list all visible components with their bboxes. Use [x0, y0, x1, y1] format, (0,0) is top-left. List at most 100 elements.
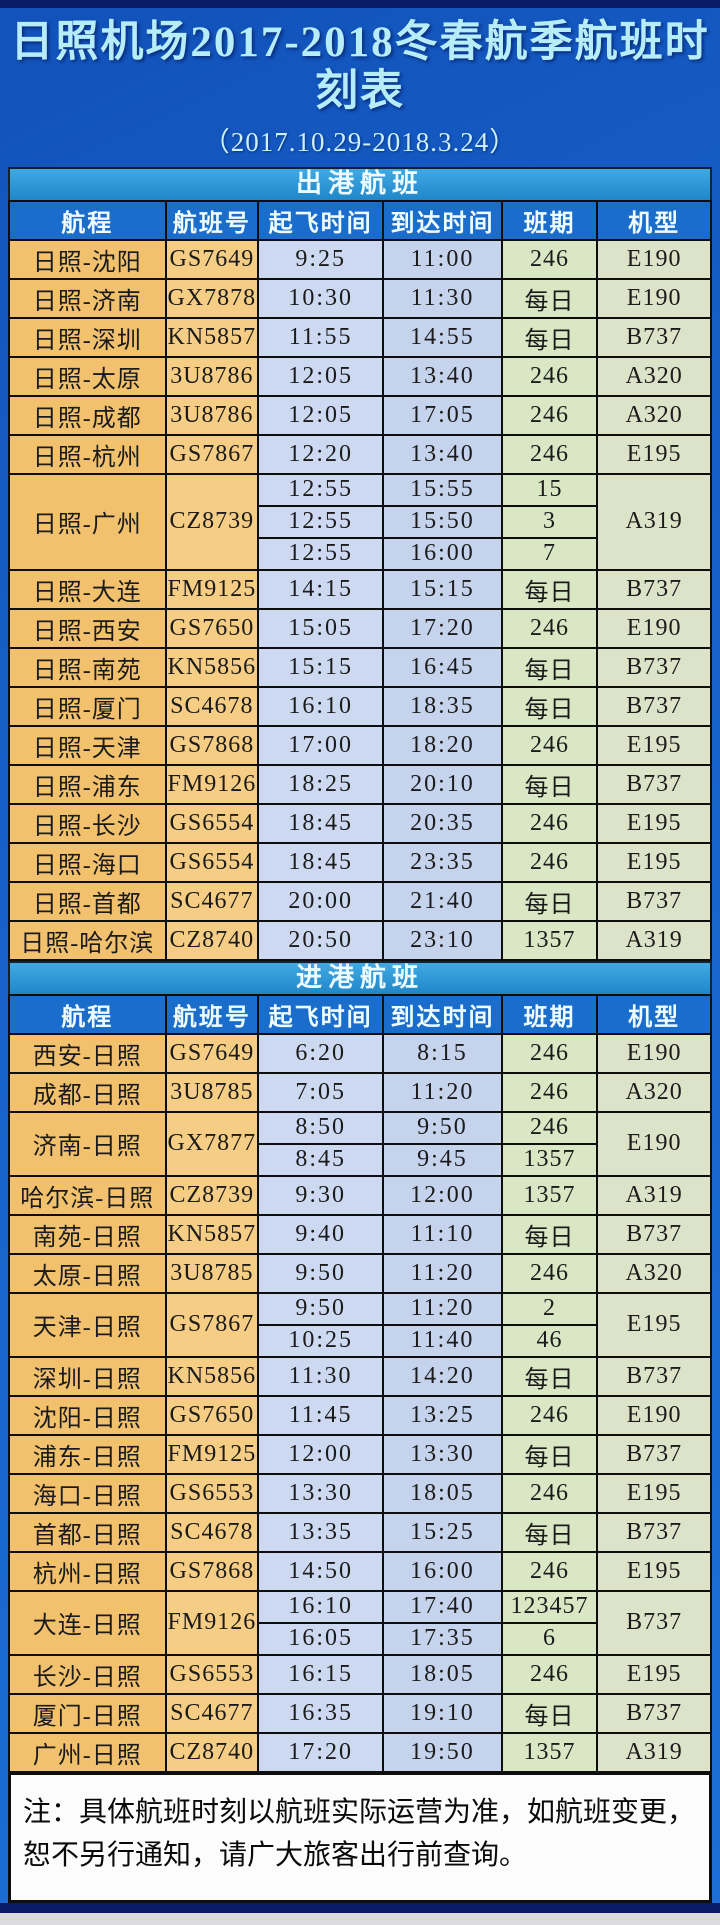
cell-flight-number: GS6554: [164, 802, 260, 844]
cell-departure-time: 18:25: [257, 763, 385, 805]
cell-aircraft-type: B737: [596, 1433, 712, 1475]
cell-route: 西安-日照: [8, 1032, 167, 1074]
cell-arrival-time: 16:45: [382, 646, 503, 688]
cell-arrival-time: 13:30: [382, 1433, 503, 1475]
col-header-2: 起飞时间: [257, 199, 385, 241]
cell-route: 日照-厦门: [8, 685, 167, 727]
cell-route: 沈阳-日照: [8, 1394, 167, 1436]
cell-departure-time: 16:35: [257, 1692, 385, 1734]
cell-arrival-time: 12:00: [382, 1174, 503, 1216]
cell-arrival-time: 16:00: [382, 1550, 503, 1592]
cell-frequency-days: 246: [500, 355, 599, 397]
flight-row: 济南-日照 GX7877 8:50 9:50 246 E190: [8, 1110, 712, 1177]
cell-departure-time: 9:50: [257, 1252, 385, 1294]
cell-departure-time: 18:45: [257, 841, 385, 883]
flight-row: 日照-海口 GS6554 18:45 23:35 246 E195: [8, 841, 712, 883]
flight-row: 日照-大连 FM9125 14:15 15:15 每日 B737: [8, 568, 712, 610]
flight-row: 日照-杭州 GS7867 12:20 13:40 246 E195: [8, 433, 712, 475]
cell-aircraft-type: E190: [596, 1394, 712, 1436]
cell-departure-time: 14:50: [257, 1550, 385, 1592]
cell-frequency-days: 每日: [500, 685, 599, 727]
cell-departure-time: 11:30: [257, 1355, 385, 1397]
cell-route: 大连-日照: [8, 1589, 167, 1656]
bottom-border: [0, 1902, 720, 1913]
flight-row: 成都-日照 3U8785 7:05 11:20 246 A320: [8, 1071, 712, 1113]
cell-arrival-time: 21:40: [382, 880, 503, 922]
col-header-1: 航班号: [164, 993, 260, 1035]
cell-flight-number: 3U8786: [164, 355, 260, 397]
cell-frequency-days: 246: [500, 1472, 599, 1514]
flight-row: 浦东-日照 FM9125 12:00 13:30 每日 B737: [8, 1433, 712, 1475]
cell-arrival-time: 11:20: [382, 1291, 503, 1326]
cell-frequency-days: 246: [500, 394, 599, 436]
flight-row: 杭州-日照 GS7868 14:50 16:00 246 E195: [8, 1550, 712, 1592]
cell-route: 广州-日照: [8, 1731, 167, 1773]
cell-route: 日照-海口: [8, 841, 167, 883]
flight-row: 厦门-日照 SC4677 16:35 19:10 每日 B737: [8, 1692, 712, 1734]
cell-flight-number: FM9126: [164, 763, 260, 805]
flight-row: 太原-日照 3U8785 9:50 11:20 246 A320: [8, 1252, 712, 1294]
cell-flight-number: SC4677: [164, 880, 260, 922]
cell-route: 长沙-日照: [8, 1653, 167, 1695]
cell-departure-time: 16:05: [257, 1621, 385, 1656]
cell-flight-number: GS7649: [164, 238, 260, 280]
cell-departure-time: 20:00: [257, 880, 385, 922]
cell-departure-time: 12:20: [257, 433, 385, 475]
departures-section: 出港航班 航程 航班号 起飞时间 到达时间 班期 机型 日照-沈阳 GS7649 9:25 11…: [8, 166, 712, 961]
cell-departure-time: 12:55: [257, 504, 385, 539]
cell-flight-number: KN5856: [164, 1355, 260, 1397]
section-header-departures: 出港航班: [8, 166, 712, 200]
cell-flight-number: FM9126: [164, 1589, 260, 1656]
cell-arrival-time: 13:40: [382, 433, 503, 475]
cell-frequency-days: 每日: [500, 568, 599, 610]
flight-row: 日照-长沙 GS6554 18:45 20:35 246 E195: [8, 802, 712, 844]
cell-route: 厦门-日照: [8, 1692, 167, 1734]
cell-departure-time: 15:15: [257, 646, 385, 688]
cell-aircraft-type: E190: [596, 277, 712, 319]
flight-row: 日照-哈尔滨 CZ8740 20:50 23:10 1357 A319: [8, 919, 712, 961]
col-header-5: 机型: [596, 199, 712, 241]
cell-aircraft-type: E195: [596, 841, 712, 883]
cell-frequency-days: 246: [500, 1653, 599, 1695]
cell-flight-number: SC4677: [164, 1692, 260, 1734]
flight-row: 沈阳-日照 GS7650 11:45 13:25 246 E190: [8, 1394, 712, 1436]
col-header-0: 航程: [8, 199, 167, 241]
cell-arrival-time: 13:40: [382, 355, 503, 397]
cell-departure-time: 16:15: [257, 1653, 385, 1695]
cell-arrival-time: 17:05: [382, 394, 503, 436]
flight-row: 12:55 15:50 3: [9, 504, 711, 539]
cell-flight-number: KN5857: [164, 1213, 260, 1255]
cell-aircraft-type: B737: [596, 646, 712, 688]
flight-row: 12:55 16:00 7: [9, 536, 711, 571]
cell-route: 日照-天津: [8, 724, 167, 766]
cell-flight-number: GS7649: [164, 1032, 260, 1074]
cell-aircraft-type: B737: [596, 685, 712, 727]
cell-arrival-time: 20:35: [382, 802, 503, 844]
cell-route: 日照-南苑: [8, 646, 167, 688]
cell-departure-time: 11:55: [257, 316, 385, 358]
cell-route: 深圳-日照: [8, 1355, 167, 1397]
cell-departure-time: 9:40: [257, 1213, 385, 1255]
cell-departure-time: 13:30: [257, 1472, 385, 1514]
cell-departure-time: 16:10: [257, 1589, 385, 1624]
flight-row: 日照-济南 GX7878 10:30 11:30 每日 E190: [8, 277, 712, 319]
cell-arrival-time: 18:35: [382, 685, 503, 727]
cell-arrival-time: 14:55: [382, 316, 503, 358]
footnote: 注：具体航班时刻以航班实际运营为准，如航班变更，恕不另行通知，请广大旅客出行前查…: [8, 1772, 712, 1903]
cell-route: 天津-日照: [8, 1291, 167, 1358]
cell-aircraft-type: B737: [596, 316, 712, 358]
col-header-4: 班期: [500, 199, 599, 241]
cell-route: 日照-西安: [8, 607, 167, 649]
cell-flight-number: SC4678: [164, 685, 260, 727]
cell-frequency-days: 每日: [500, 880, 599, 922]
flight-row: 广州-日照 CZ8740 17:20 19:50 1357 A319: [8, 1731, 712, 1773]
flight-row: 日照-天津 GS7868 17:00 18:20 246 E195: [8, 724, 712, 766]
cell-frequency-days: 246: [500, 433, 599, 475]
cell-aircraft-type: E195: [596, 1653, 712, 1695]
cell-frequency-days: 1357: [500, 1174, 599, 1216]
cell-departure-time: 20:50: [257, 919, 385, 961]
cell-aircraft-type: A319: [596, 1174, 712, 1216]
flight-row: 南苑-日照 KN5857 9:40 11:10 每日 B737: [8, 1213, 712, 1255]
cell-departure-time: 12:05: [257, 394, 385, 436]
